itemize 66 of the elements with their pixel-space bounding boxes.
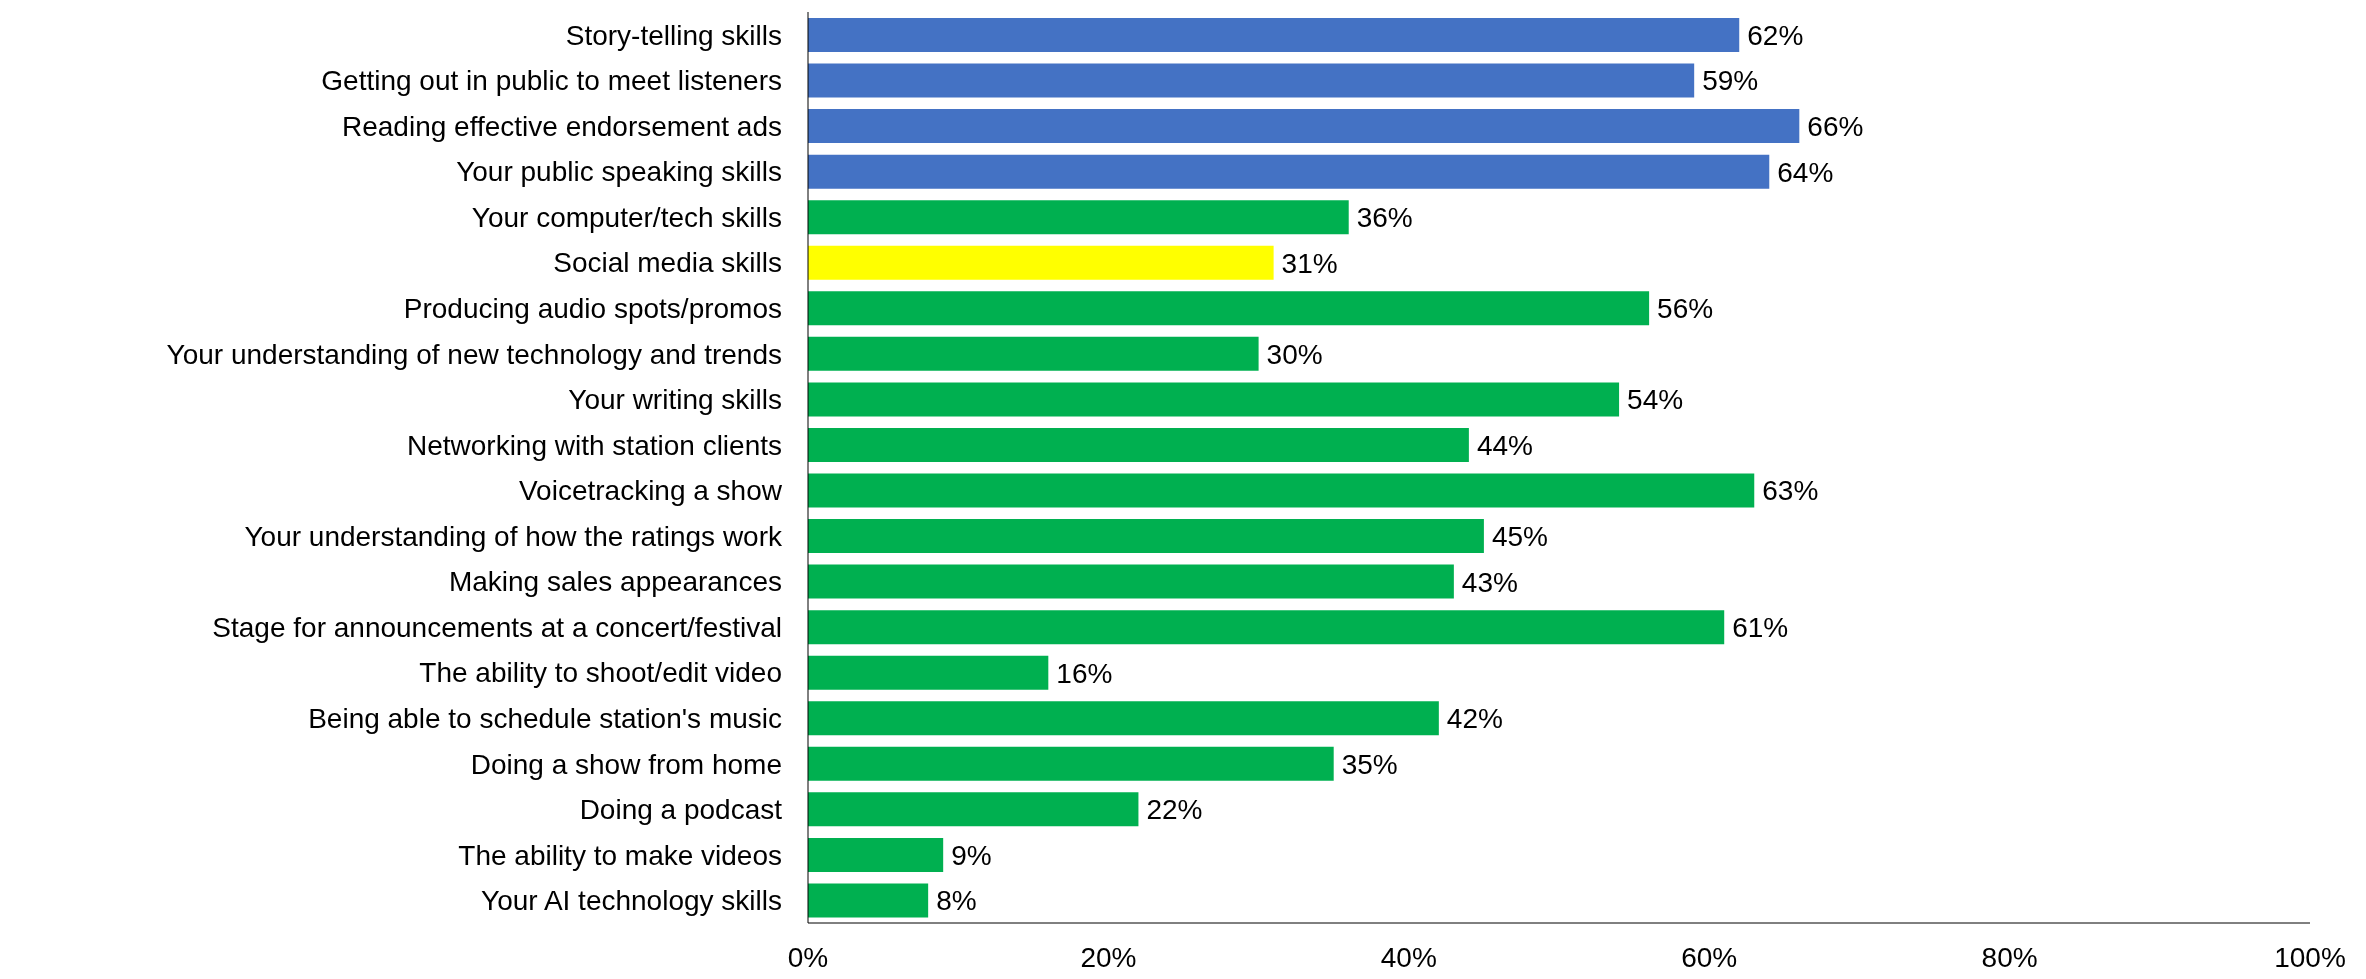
data-label: 66% <box>1807 111 1864 143</box>
data-label: 45% <box>1491 520 1548 552</box>
bar <box>808 336 1259 371</box>
x-tick-label: 100% <box>2274 941 2346 973</box>
y-tick-label: The ability to make videos <box>458 839 782 871</box>
bar <box>808 18 1740 52</box>
data-label: 63% <box>1762 475 1819 507</box>
bar <box>808 427 1469 462</box>
bar <box>808 473 1755 508</box>
bar <box>808 519 1484 554</box>
y-tick-label: Getting out in public to meet listeners <box>321 65 782 97</box>
data-label: 59% <box>1702 65 1759 97</box>
bar <box>808 610 1725 645</box>
bar <box>808 109 1800 144</box>
y-tick-label: Your public speaking skills <box>456 156 782 188</box>
y-tick-label: Making sales appearances <box>448 566 782 598</box>
bar <box>808 291 1650 326</box>
y-tick-label: The ability to shoot/edit video <box>419 657 782 689</box>
y-tick-label: Producing audio spots/promos <box>403 293 782 325</box>
data-label: 22% <box>1146 794 1203 826</box>
bar <box>808 792 1139 827</box>
x-tick-label: 80% <box>1981 941 2038 973</box>
bar <box>808 746 1334 781</box>
data-label: 8% <box>936 885 977 917</box>
data-label: 42% <box>1446 703 1503 735</box>
x-tick-label: 0% <box>787 941 829 973</box>
y-tick-label: Story-telling skills <box>565 19 782 51</box>
y-tick-label: Voicetracking a show <box>518 475 783 507</box>
data-label: 16% <box>1056 657 1113 689</box>
y-tick-label: Being able to schedule station's music <box>308 702 782 734</box>
y-tick-label: Social media skills <box>553 247 782 279</box>
y-tick-label: Doing a podcast <box>579 794 783 826</box>
bar <box>808 154 1770 189</box>
x-tick-label: 40% <box>1380 941 1437 973</box>
bar <box>808 63 1695 98</box>
y-tick-label: Doing a show from home <box>470 748 782 780</box>
data-label: 9% <box>951 839 992 871</box>
bar <box>808 564 1454 599</box>
y-tick-label: Stage for announcements at a concert/festival <box>212 611 782 643</box>
data-label: 56% <box>1657 293 1714 325</box>
y-tick-label: Your writing skills <box>568 384 782 416</box>
data-label: 43% <box>1461 566 1518 598</box>
x-tick-label: 20% <box>1080 941 1137 973</box>
y-tick-label: Your understanding of how the ratings work <box>244 520 783 552</box>
data-label: 31% <box>1281 247 1338 279</box>
y-tick-label: Reading effective endorsement ads <box>342 110 782 142</box>
bar <box>808 883 929 918</box>
data-label: 64% <box>1777 156 1834 188</box>
bar <box>808 382 1620 417</box>
bar <box>808 200 1349 235</box>
bar <box>808 701 1439 736</box>
y-tick-label: Your understanding of new technology and trends <box>166 338 782 370</box>
bar <box>808 837 944 872</box>
y-tick-label: Your AI technology skills <box>481 885 782 917</box>
bar <box>808 655 1049 690</box>
y-tick-label: Networking with station clients <box>406 429 782 461</box>
x-tick-label: 60% <box>1681 941 1738 973</box>
data-label: 54% <box>1627 384 1684 416</box>
data-label: 61% <box>1732 612 1789 644</box>
data-label: 44% <box>1476 429 1533 461</box>
data-label: 62% <box>1747 19 1804 51</box>
data-label: 30% <box>1266 338 1323 370</box>
data-label: 36% <box>1356 202 1413 234</box>
bar <box>808 245 1274 280</box>
y-tick-label: Your computer/tech skills <box>471 201 782 233</box>
data-label: 35% <box>1341 748 1398 780</box>
